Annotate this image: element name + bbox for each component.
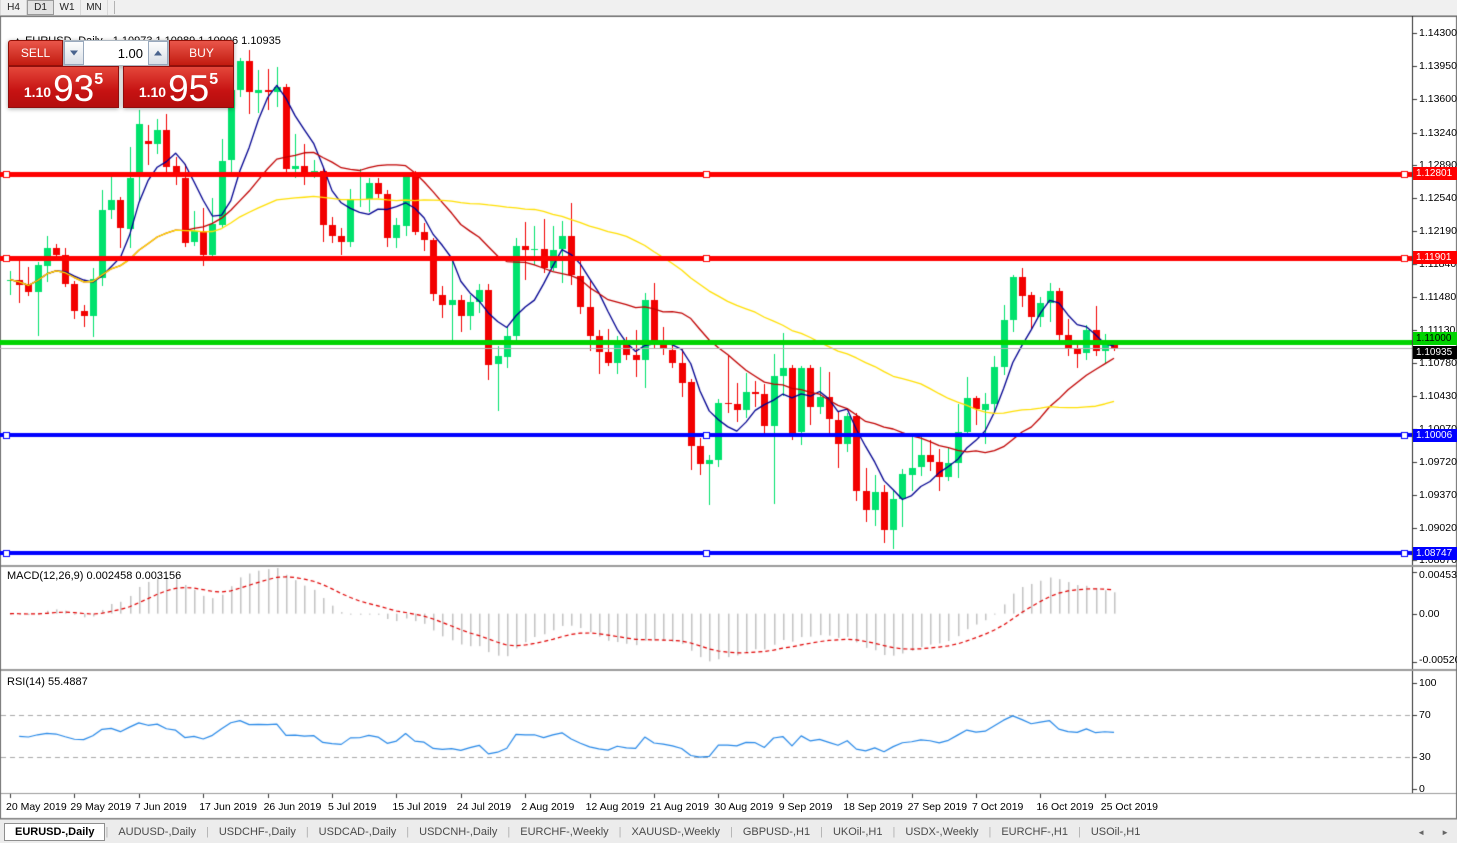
tab-separator: | bbox=[406, 825, 410, 838]
sell-price-pipette: 5 bbox=[94, 71, 104, 88]
macd-indicator-label: MACD(12,26,9) 0.002458 0.003156 bbox=[7, 570, 182, 582]
volume-input[interactable] bbox=[84, 41, 148, 65]
price-axis-tick-label: 1.10780 bbox=[1419, 357, 1457, 369]
buy-price-quote[interactable]: 1.10 95 5 bbox=[123, 66, 234, 108]
rsi-axis-tick-label: 100 bbox=[1419, 677, 1437, 689]
chart-tabs-bar: EURUSD-,Daily | AUDUSD-,Daily | USDCHF-,Dail… bbox=[0, 819, 1457, 843]
date-axis-label: 16 Oct 2019 bbox=[1036, 801, 1094, 813]
timeframe-button-h4[interactable]: H4 bbox=[0, 0, 27, 15]
tab-usdcad-daily[interactable]: USDCAD-,Daily bbox=[318, 825, 397, 838]
price-axis-tick-label: 1.09720 bbox=[1419, 456, 1457, 468]
date-axis-label: 27 Sep 2019 bbox=[907, 801, 968, 813]
tab-scroll-right-icon[interactable]: ► bbox=[1441, 827, 1449, 837]
price-axis-tick-label: 1.14300 bbox=[1419, 27, 1457, 39]
price-axis-tick-label: 1.10430 bbox=[1419, 390, 1457, 402]
price-axis-tick-label: 1.13600 bbox=[1419, 93, 1457, 105]
timeframe-toolbar: H4 D1 W1 MN bbox=[0, 0, 1457, 16]
volume-decrease-button[interactable] bbox=[64, 41, 84, 65]
date-axis-label: 29 May 2019 bbox=[70, 801, 132, 813]
hline-price-tag[interactable]: 1.11901 bbox=[1413, 251, 1457, 264]
tab-separator: | bbox=[820, 825, 823, 838]
arrow-up-icon bbox=[154, 50, 162, 56]
tab-separator: | bbox=[618, 825, 622, 838]
date-axis-label: 7 Oct 2019 bbox=[972, 801, 1024, 813]
tab-ukoil-h1[interactable]: UKOil-,H1 bbox=[832, 825, 883, 838]
timeframe-button-mn[interactable]: MN bbox=[81, 0, 108, 15]
tab-separator: | bbox=[205, 825, 209, 838]
arrow-down-icon bbox=[70, 50, 78, 56]
tab-eurchf-weekly[interactable]: EURCHF-,Weekly bbox=[520, 825, 609, 838]
rsi-indicator-label: RSI(14) 55.4887 bbox=[7, 676, 88, 688]
tab-usoil-h1[interactable]: USOil-,H1 bbox=[1090, 825, 1141, 838]
sell-button[interactable]: SELL bbox=[8, 40, 63, 66]
tab-separator: | bbox=[892, 825, 896, 838]
tab-separator: | bbox=[507, 825, 511, 838]
price-axis-tick-label: 1.12540 bbox=[1419, 192, 1457, 204]
tab-eurusd-daily[interactable]: EURUSD-,Daily bbox=[4, 822, 106, 841]
volume-spinner bbox=[63, 40, 169, 66]
macd-axis-tick-label: 0.00 bbox=[1419, 608, 1440, 620]
rsi-axis-tick-label: 0 bbox=[1419, 783, 1425, 795]
macd-axis-tick-label: -0.005205 bbox=[1419, 654, 1457, 666]
sell-price-quote[interactable]: 1.10 93 5 bbox=[8, 66, 119, 108]
tab-gbpusd-h1[interactable]: GBPUSD-,H1 bbox=[742, 825, 811, 838]
date-axis-label: 30 Aug 2019 bbox=[714, 801, 774, 813]
date-axis-label: 25 Oct 2019 bbox=[1100, 801, 1159, 813]
date-axis-label: 9 Sep 2019 bbox=[778, 801, 833, 813]
hline-price-tag[interactable]: 1.12801 bbox=[1413, 167, 1457, 180]
tab-usdx-weekly[interactable]: USDX-,Weekly bbox=[905, 825, 979, 838]
date-axis-label: 7 Jun 2019 bbox=[134, 801, 187, 813]
macd-axis-tick-label: 0.004538 bbox=[1419, 569, 1457, 581]
volume-increase-button[interactable] bbox=[148, 41, 168, 65]
tab-separator: | bbox=[729, 825, 733, 838]
date-axis-label: 12 Aug 2019 bbox=[585, 801, 645, 813]
date-axis-label: 24 Jul 2019 bbox=[456, 801, 512, 813]
rsi-axis-tick-label: 30 bbox=[1419, 751, 1431, 763]
buy-price-pipette: 5 bbox=[209, 71, 219, 88]
buy-price-prefix: 1.10 bbox=[138, 84, 167, 100]
rsi-axis-tick-label: 70 bbox=[1419, 709, 1431, 721]
tab-audusd-daily[interactable]: AUDUSD-,Daily bbox=[118, 825, 196, 838]
sell-price-prefix: 1.10 bbox=[23, 84, 52, 100]
tab-scroll-controls: ◄ ► bbox=[1409, 826, 1457, 838]
tab-usdcnh-daily[interactable]: USDCNH-,Daily bbox=[419, 825, 498, 838]
buy-button[interactable]: BUY bbox=[169, 40, 234, 66]
hline-price-tag[interactable]: 1.08747 bbox=[1413, 547, 1457, 560]
tab-separator: | bbox=[305, 825, 309, 838]
timeframe-button-d1[interactable]: D1 bbox=[27, 0, 54, 15]
sell-price-big: 93 bbox=[53, 68, 95, 109]
price-axis-tick-label: 1.09370 bbox=[1419, 489, 1457, 501]
toolbar-separator bbox=[114, 1, 115, 14]
price-axis-tick-label: 1.09020 bbox=[1419, 522, 1457, 534]
tab-usdchf-daily[interactable]: USDCHF-,Daily bbox=[218, 825, 296, 838]
date-axis-label: 21 Aug 2019 bbox=[650, 801, 709, 813]
hline-price-tag[interactable]: 1.10006 bbox=[1413, 429, 1457, 442]
buy-price-big: 95 bbox=[168, 68, 210, 109]
date-axis-label: 5 Jul 2019 bbox=[328, 801, 377, 813]
tab-xauusd-weekly[interactable]: XAUUSD-,Weekly bbox=[631, 825, 720, 838]
date-axis-label: 15 Jul 2019 bbox=[392, 801, 447, 813]
date-axis-label: 20 May 2019 bbox=[6, 801, 67, 813]
hline-price-tag[interactable]: 1.11000 bbox=[1413, 332, 1457, 345]
price-axis-tick-label: 1.12190 bbox=[1419, 225, 1457, 237]
date-axis-label: 18 Sep 2019 bbox=[843, 801, 903, 813]
date-axis-label: 2 Aug 2019 bbox=[521, 801, 575, 813]
price-axis-tick-label: 1.13950 bbox=[1419, 60, 1457, 72]
date-axis-label: 17 Jun 2019 bbox=[199, 801, 257, 813]
price-axis-tick-label: 1.13240 bbox=[1419, 127, 1457, 139]
current-price-tag: 1.10935 bbox=[1413, 346, 1457, 359]
tab-separator: | bbox=[105, 825, 109, 838]
date-axis-label: 26 Jun 2019 bbox=[263, 801, 322, 813]
tab-separator: | bbox=[988, 825, 992, 838]
tab-separator: | bbox=[1077, 825, 1081, 838]
tab-scroll-left-icon[interactable]: ◄ bbox=[1417, 827, 1426, 837]
tab-eurchf-h1[interactable]: EURCHF-,H1 bbox=[1001, 825, 1068, 838]
price-axis-tick-label: 1.11480 bbox=[1419, 291, 1457, 303]
timeframe-button-w1[interactable]: W1 bbox=[54, 0, 81, 15]
